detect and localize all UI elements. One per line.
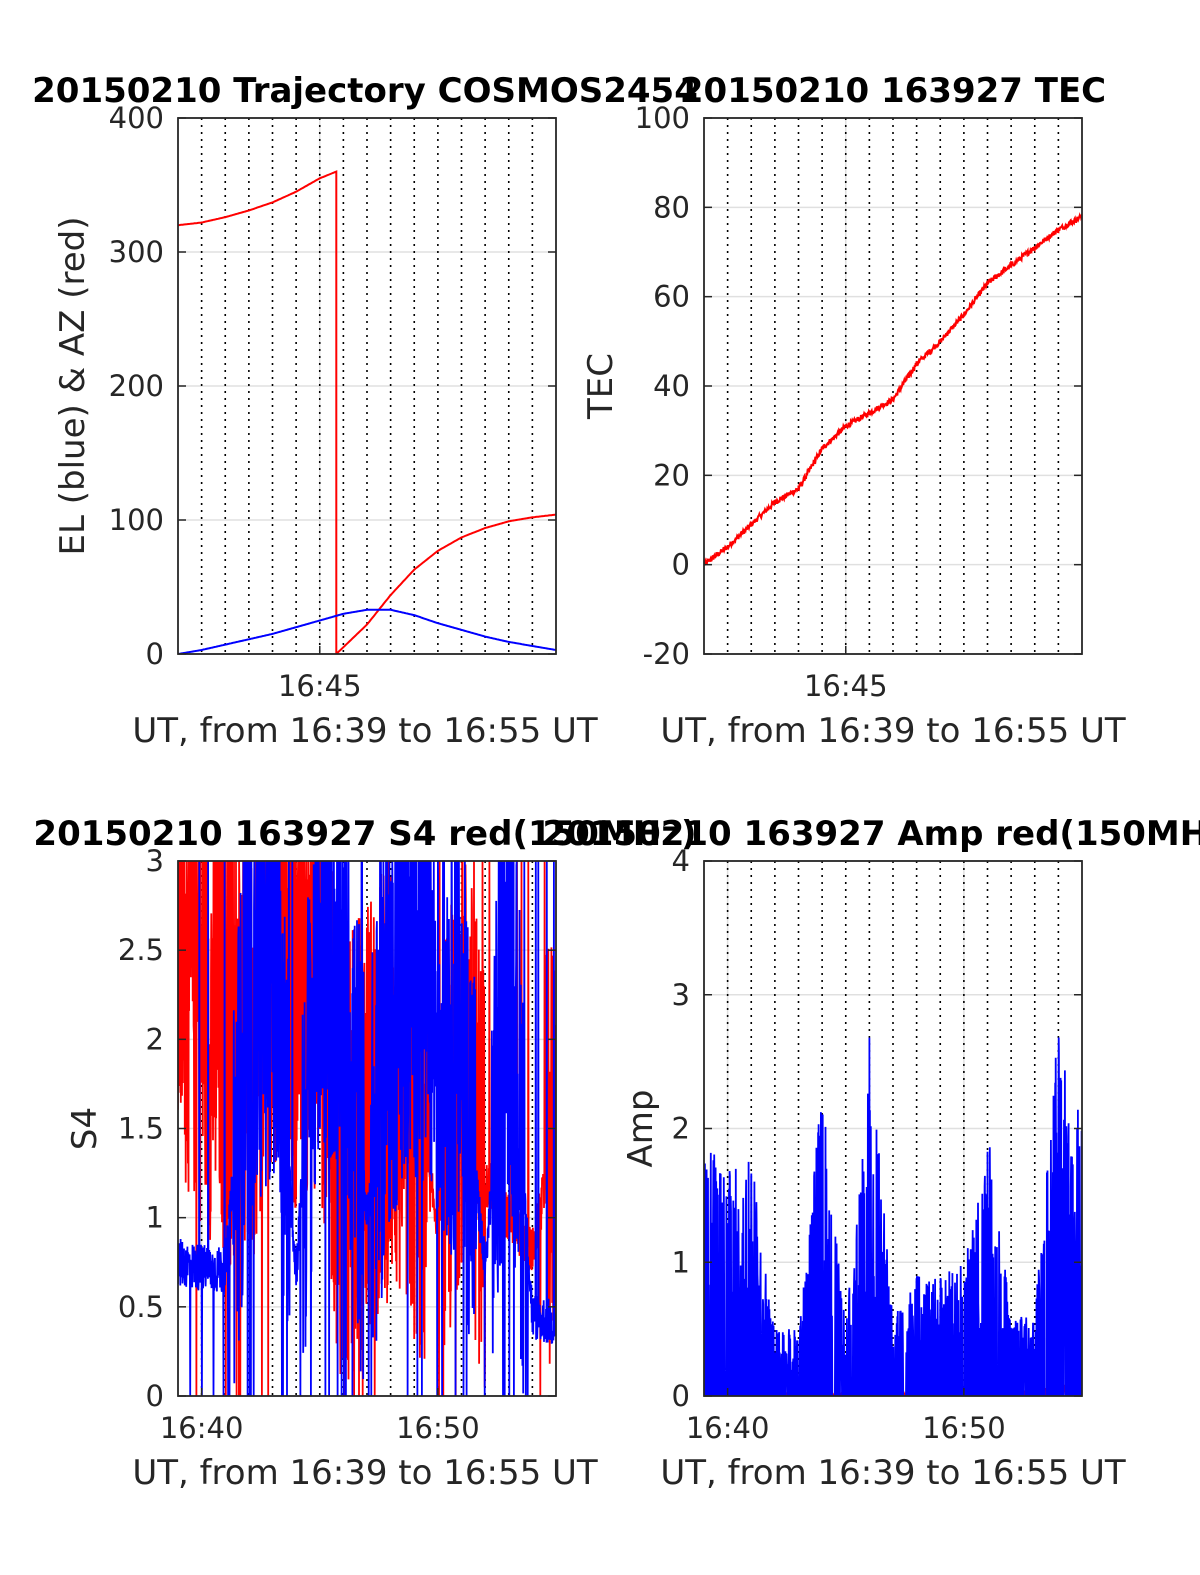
y-tick-label: 40: [653, 369, 690, 403]
series-line: [704, 211, 1082, 566]
x-tick-label: 16:45: [804, 669, 888, 703]
y-tick-label: 3: [672, 978, 690, 1012]
x-axis-label: UT, from 16:39 to 16:55 UT: [660, 711, 1126, 751]
y-tick-label: 0: [672, 548, 690, 582]
y-tick-label: 3: [146, 844, 164, 878]
series-line: [178, 608, 556, 654]
y-tick-label: 100: [635, 101, 690, 135]
y-tick-label: 2: [146, 1022, 164, 1056]
x-axis-label: UT, from 16:39 to 16:55 UT: [132, 711, 598, 751]
y-tick-label: 2: [672, 1112, 690, 1146]
y-tick-label: 1: [146, 1201, 164, 1235]
y-tick-label: 60: [653, 280, 690, 314]
y-tick-label: 1.5: [118, 1112, 164, 1146]
y-tick-label: 0: [146, 1379, 164, 1413]
series-line: [178, 861, 556, 1396]
y-tick-label: 200: [109, 369, 164, 403]
y-tick-label: 400: [109, 101, 164, 135]
amp-panel: 0 1 2 3 4 16:40 16:50 UT, from 16:39 to 16:55 U…: [542, 814, 1200, 1493]
y-axis-label: S4: [65, 1107, 105, 1150]
chart-title: 20150210 Trajectory COSMOS2454: [32, 71, 698, 111]
y-tick-label: 300: [109, 235, 164, 269]
y-tick-label: 20: [653, 458, 690, 492]
y-tick-label: 0: [146, 637, 164, 671]
y-tick-label: 4: [672, 844, 690, 878]
y-axis-label: Amp: [621, 1090, 661, 1168]
x-tick-label: 16:40: [160, 1411, 244, 1445]
series-group: [704, 1037, 1082, 1396]
chart-title: 20150210 163927 TEC: [680, 71, 1106, 111]
x-axis-label: UT, from 16:39 to 16:55 UT: [660, 1453, 1126, 1493]
chart-title: 20150210 163927 S4 red(150MHz): [33, 814, 696, 854]
y-tick-label: 2.5: [118, 933, 164, 967]
y-tick-label: 0: [672, 1379, 690, 1413]
tec-panel: -20 0 20 40 60 80 100 16:45 UT, from 16:39 to 16…: [581, 71, 1126, 751]
s4-panel: 0 0.5 1 1.5 2 2.5 3 16:40 16:50 UT, from 16:39 to…: [33, 814, 696, 1493]
y-tick-label: 0.5: [118, 1290, 164, 1324]
x-tick-label: 16:40: [686, 1411, 770, 1445]
x-tick-label: 16:50: [922, 1411, 1006, 1445]
x-axis-label: UT, from 16:39 to 16:55 UT: [132, 1453, 598, 1493]
y-tick-label: 100: [109, 503, 164, 537]
x-tick-label: 16:50: [396, 1411, 480, 1445]
series-group: [178, 861, 556, 1396]
series-line: [178, 170, 556, 654]
y-tick-label: -20: [643, 637, 690, 671]
y-axis-label: EL (blue) & AZ (red): [53, 216, 93, 555]
series-group: [178, 170, 556, 654]
y-tick-label: 1: [672, 1245, 690, 1279]
series-group: [704, 211, 1082, 566]
y-axis-label: TEC: [581, 353, 621, 420]
x-tick-label: 16:45: [278, 669, 362, 703]
series-line: [704, 1037, 1082, 1396]
y-tick-label: 80: [653, 190, 690, 224]
chart-title: 20150210 163927 Amp red(150MHz): [542, 814, 1200, 854]
